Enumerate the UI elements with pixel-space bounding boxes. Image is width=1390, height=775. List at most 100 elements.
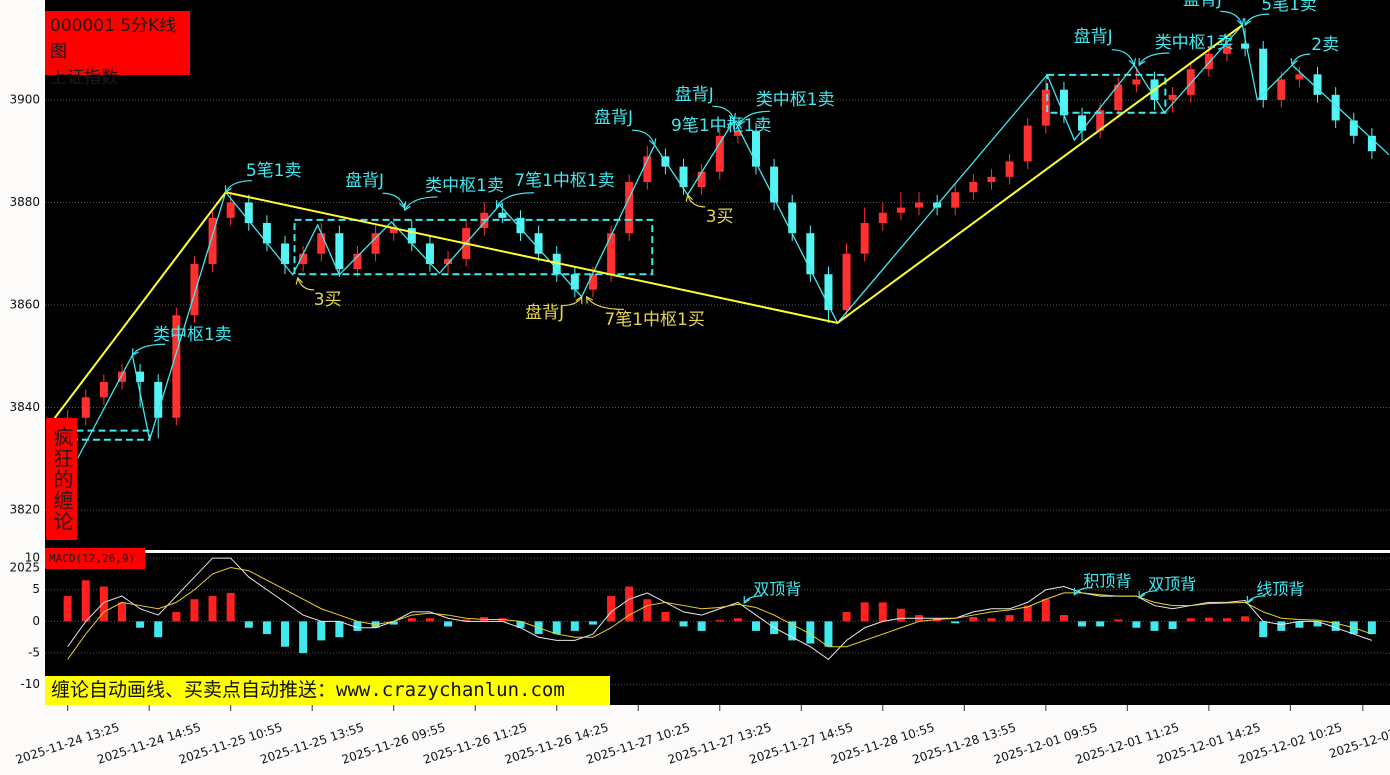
arrow-head [1128,58,1137,67]
macd-bar [1259,621,1268,638]
arrow-head [1246,596,1254,605]
candle-body [281,243,290,264]
arrow-head [585,295,594,304]
arrow-head [728,112,736,122]
candle-body [1114,84,1123,111]
macd-bar [969,616,978,622]
macd-bar [154,621,163,638]
annotation-arrow [382,192,406,209]
candle-body [1313,74,1322,95]
candle-body [697,171,706,188]
candle-body [516,217,525,234]
macd-bar [824,621,833,647]
annotation: 5笔1卖 [246,161,302,181]
candle-body [1096,110,1105,131]
candle-body [299,253,308,264]
arrow-head [1236,18,1245,27]
candle-body [1078,115,1087,131]
macd-bar [788,621,797,641]
macd-bar [190,599,199,622]
symbol-box: 000001 5分K线图上证指数 [45,11,190,88]
dif-line [67,557,1373,661]
macd-bar [516,621,525,628]
annotation-arrow [687,194,706,208]
candle-body [534,233,543,254]
annotation: 盘背J [525,303,564,323]
candle-body [226,202,235,218]
macd-bar [625,586,634,622]
macd-bar [1096,621,1105,627]
candle-body [1222,43,1231,54]
annotation: 盘背J [594,108,633,128]
macd-bar [570,621,579,631]
candle-body [1367,135,1376,152]
candle-body [444,258,453,264]
macd-bar [878,602,887,622]
macd-bar [1168,621,1177,629]
banner: 缠论自动画线、买卖点自动推送：www.crazychanlun.com [45,676,610,705]
macd-bar [1023,605,1032,622]
macd-bar [299,621,308,654]
annotation-arrow [632,129,656,146]
macd-bar [1041,599,1050,622]
macd-bar [896,608,905,622]
annotation-arrow [297,277,315,291]
candle-body [570,274,579,290]
candle-body [317,233,326,254]
candle-body [1168,94,1177,100]
candle-body [244,202,253,223]
candle-body [951,192,960,208]
macd-bar [1313,621,1322,627]
annotation-arrow [738,110,771,126]
macd-bar [1295,621,1304,628]
candle-body [770,166,779,203]
candle-body [1259,48,1268,100]
y-tick-label: 3900 [9,92,40,106]
macd-bar [552,621,561,635]
arrow-head [1138,58,1146,67]
macd-bar [1078,621,1087,627]
candle-body [371,233,380,254]
annotation: 类中枢1卖 [756,90,835,110]
annotation-arrow [404,196,438,211]
candle-body [1204,53,1213,70]
macd-bar [1367,621,1376,635]
candle-body [389,228,398,234]
y-tick-label: -5 [28,646,40,660]
candle-body [190,263,199,316]
symbol-name: 上证指数 [50,68,118,88]
y-tick-label: 3840 [9,400,40,414]
macd-bar [317,621,326,641]
macd-bar [697,621,706,631]
annotation: 类中枢1卖 [1155,33,1234,53]
candle-body [607,233,616,275]
dea-line [67,567,1373,660]
macd-bar [262,621,271,635]
arrow-head [738,118,746,127]
macd-bar [444,621,453,627]
macd-bar [117,602,126,622]
symbol-code: 000001 5分K线图 [50,16,177,62]
macd-bar [987,618,996,622]
annotation: 盘背J [1183,0,1222,10]
candle-body [915,202,924,208]
arrow-head [743,596,751,605]
candle-body [969,181,978,193]
macd-bar [335,621,344,638]
macd-bar [172,611,181,622]
candle-body [1041,89,1050,126]
candle-body [788,202,797,234]
y-tick-label: 0 [32,614,40,628]
macd-bar [751,621,760,631]
candle-body [1186,69,1195,95]
macd-bar [462,619,471,622]
candle-body [679,166,688,188]
candle-body [896,207,905,213]
annotation: 双顶背 [1148,574,1196,593]
macd-bar [1114,619,1123,622]
candle-body [1023,125,1032,162]
candle-body [733,130,742,136]
annotation: 盘背J [675,85,714,105]
